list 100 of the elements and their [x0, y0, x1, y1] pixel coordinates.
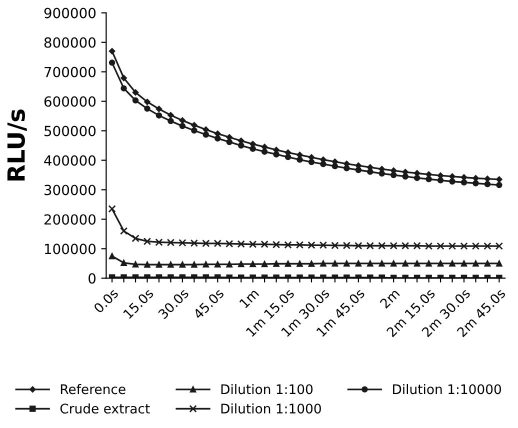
point: [472, 242, 480, 250]
point: [354, 242, 362, 250]
point: [273, 151, 280, 158]
point: [156, 112, 162, 119]
legend-label: Dilution 1:10000: [393, 384, 502, 394]
point: [366, 242, 374, 250]
point: [495, 242, 504, 250]
point: [168, 112, 174, 118]
point: [449, 178, 456, 185]
point: [320, 160, 326, 168]
y-tick-label: 100000: [44, 244, 96, 254]
point: [284, 241, 292, 249]
point: [260, 240, 268, 248]
point: [308, 241, 316, 249]
point: [319, 241, 328, 249]
x-tick-label: 0.0s: [93, 288, 119, 314]
point: [484, 181, 491, 188]
point: [214, 240, 222, 248]
point: [132, 234, 140, 242]
point: [344, 165, 350, 172]
point: [237, 240, 245, 248]
point: [155, 238, 163, 246]
point: [496, 176, 502, 183]
point: [108, 205, 116, 213]
point: [367, 168, 374, 175]
point: [460, 179, 468, 186]
point: [355, 260, 362, 267]
point: [460, 242, 468, 250]
point: [342, 242, 350, 250]
point: [390, 260, 397, 267]
x-tick-label: 2m: [379, 288, 400, 309]
y-tick-label: 900000: [44, 8, 96, 18]
point: [402, 260, 408, 267]
point: [190, 239, 198, 247]
point: [132, 97, 139, 104]
point: [120, 227, 128, 235]
point: [331, 242, 339, 250]
point: [226, 261, 232, 268]
point: [355, 166, 362, 174]
point: [166, 238, 175, 246]
y-tick-label: 400000: [44, 155, 96, 166]
point: [390, 172, 397, 178]
point: [156, 106, 162, 112]
point: [367, 260, 374, 267]
point: [108, 48, 116, 54]
point: [378, 170, 385, 177]
point: [226, 138, 232, 146]
point: [238, 138, 244, 144]
point: [202, 126, 210, 133]
legend-label: Dilution 1:1000: [221, 403, 321, 414]
point: [296, 156, 303, 163]
point: [120, 85, 127, 92]
point: [484, 242, 492, 250]
legend-label: Crude extract: [60, 403, 150, 414]
point: [484, 260, 491, 267]
y-tick-label: 600000: [44, 96, 96, 107]
y-tick-label: 200000: [44, 214, 96, 225]
point: [179, 262, 186, 268]
point: [226, 134, 233, 140]
point: [238, 260, 244, 268]
point: [484, 176, 491, 182]
point: [413, 242, 421, 250]
point: [108, 60, 116, 66]
point: [238, 142, 244, 149]
point: [436, 242, 444, 250]
y-tick-label: 500000: [44, 126, 96, 136]
point: [120, 74, 127, 82]
point: [144, 98, 150, 106]
point: [402, 173, 408, 180]
point: [332, 260, 338, 267]
point: [332, 163, 338, 170]
point: [402, 242, 410, 250]
point: [284, 154, 292, 160]
point: [308, 260, 315, 267]
point: [437, 177, 444, 184]
point: [132, 261, 139, 268]
point: [202, 131, 210, 138]
y-axis-title: RLU/s: [7, 110, 27, 180]
point: [414, 174, 420, 182]
point: [284, 260, 292, 267]
point: [308, 154, 315, 160]
point: [226, 240, 234, 248]
point: [449, 260, 456, 267]
point: [426, 260, 432, 267]
y-tick-label: 700000: [44, 66, 96, 78]
point: [424, 242, 433, 250]
point: [437, 260, 444, 267]
point: [179, 117, 186, 124]
legend-label: Dilution 1:100: [221, 384, 313, 394]
point: [120, 260, 127, 266]
point: [143, 238, 152, 246]
y-tick-label: 800000: [44, 37, 96, 48]
point: [202, 261, 210, 268]
x-tick-label: 1m: [239, 288, 260, 308]
point: [261, 148, 268, 155]
point: [378, 260, 385, 267]
point: [214, 130, 221, 137]
point: [168, 118, 174, 124]
point: [308, 158, 315, 166]
point: [250, 260, 256, 268]
